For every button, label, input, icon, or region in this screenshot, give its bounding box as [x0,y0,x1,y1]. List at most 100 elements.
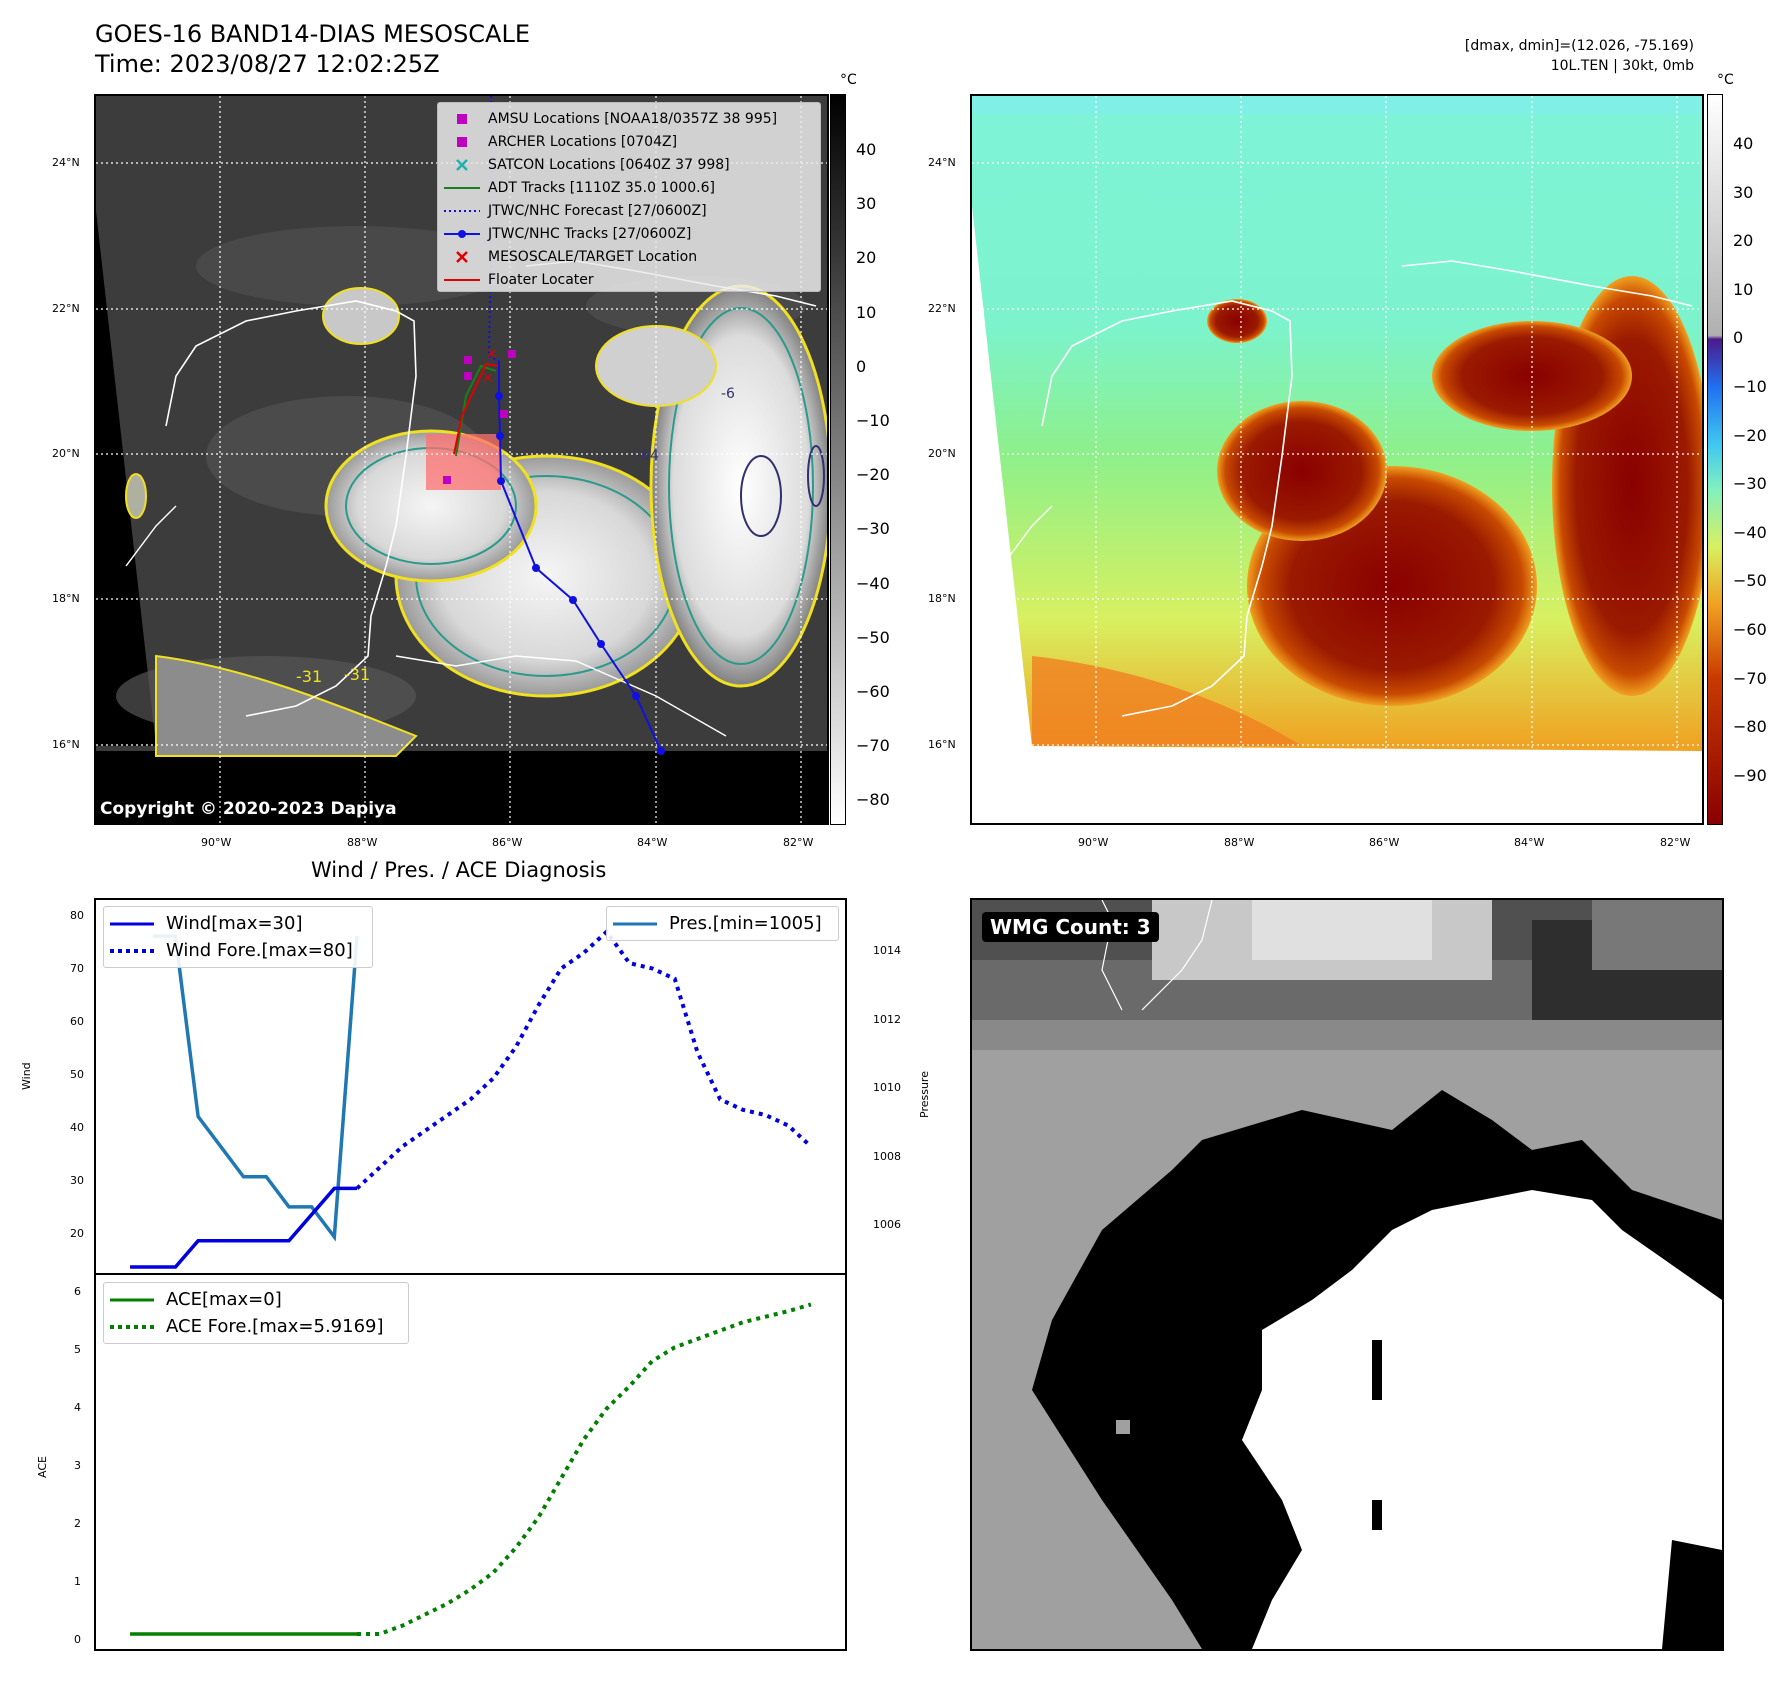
axis-tick-label: 20 [1733,231,1754,251]
colorbar-unit: °C [840,72,857,88]
svg-text:×: × [486,346,498,362]
axis-tick-label: 70 [70,962,84,975]
lat-label: 20°N [52,447,80,460]
lat-label: 18°N [52,592,80,605]
lat-label: 20°N [928,447,956,460]
ace-panel [94,1273,847,1651]
wmg-image [972,900,1722,1649]
axis-tick-label: 5 [74,1343,81,1356]
square-marker-icon [444,113,480,124]
legend-item: ARCHER Locations [0704Z] [444,130,814,153]
line-marker-icon [444,278,480,282]
pressure-axis-label: Pressure [918,1071,931,1118]
figure-time: Time: 2023/08/27 12:02:25Z [95,50,440,78]
lat-label: 16°N [928,738,956,751]
color-ir-map-image [972,96,1702,823]
x-marker-icon [444,158,480,171]
axis-tick-label: −60 [1733,620,1767,639]
solid-line-icon [110,921,158,927]
lat-label: 24°N [928,156,956,169]
solid-line-icon [613,921,661,927]
lon-label: 84°W [1514,836,1545,849]
dotted-line-icon [444,209,480,213]
lon-label: 90°W [1078,836,1109,849]
axis-tick-label: 1006 [873,1218,901,1231]
axis-tick-label: −80 [1733,717,1767,737]
line-dot-icon [444,229,480,239]
ace-legend: ACE[max=0] ACE Fore.[max=5.9169] [103,1282,409,1344]
lat-label: 22°N [928,302,956,315]
lon-label: 84°W [637,836,668,849]
legend-item: AMSU Locations [NOAA18/0357Z 38 995] [444,107,814,130]
ace-chart [130,1302,812,1636]
axis-tick-label: 50 [70,1068,84,1081]
axis-tick-label: 1014 [873,944,901,957]
wmg-panel: WMG Count: 3 [970,898,1724,1651]
color-ir-colorbar [1707,94,1723,825]
axis-tick-label: 60 [70,1015,84,1028]
legend-item: ACE[max=0] [110,1286,402,1313]
axis-tick-label: 40 [856,140,877,159]
contour-label: -31 [296,667,323,686]
contour-label: -64 [636,448,659,464]
axis-tick-label: −20 [1733,425,1767,445]
axis-tick-label: 80 [70,909,84,922]
wind-line [130,1186,358,1269]
legend-item: ACE Fore.[max=5.9169] [110,1313,402,1340]
axis-tick-label: 0 [74,1633,81,1646]
copyright-text: Copyright © 2020-2023 Dapiya [100,799,397,819]
dotted-line-icon [110,948,158,954]
axis-tick-label: −70 [856,736,890,756]
svg-text:×: × [482,370,494,386]
axis-tick-label: −30 [856,519,890,539]
ir-colorbar [830,94,846,825]
solid-line-icon [110,1297,158,1303]
wind-forecast-line [355,928,813,1190]
axis-tick-label: −10 [1733,377,1767,396]
pressure-legend: Pres.[min=1005] [606,906,839,941]
axis-tick-label: 30 [70,1174,84,1187]
axis-tick-label: 1008 [873,1149,901,1163]
axis-tick-label: −50 [1733,571,1767,591]
figure-title: GOES-16 BAND14-DIAS MESOSCALE [95,20,531,48]
contour-label: -31 [344,665,371,684]
axis-tick-label: −20 [856,465,890,485]
axis-tick-label: 20 [856,248,877,268]
axis-tick-label: 30 [856,194,877,214]
ace-forecast-line [357,1302,812,1636]
pressure-line [152,934,359,1242]
legend-item: Pres.[min=1005] [613,910,832,937]
axis-tick-label: 6 [74,1285,81,1298]
axis-tick-label: 40 [70,1121,84,1134]
axis-tick-label: −90 [1733,765,1767,785]
legend-item: Wind Fore.[max=80] [110,937,366,964]
lat-label: 16°N [52,738,80,751]
legend-item: MESOSCALE/TARGET Location [444,245,814,268]
lon-label: 82°W [783,836,814,849]
axis-tick-label: −60 [856,682,890,701]
axis-tick-label: −80 [856,790,890,810]
axis-tick-label: −40 [856,573,890,593]
axis-tick-label: −50 [856,627,890,647]
lon-label: 90°W [201,836,232,849]
axis-tick-label: 40 [1733,134,1754,153]
axis-tick-label: 20 [70,1227,84,1240]
colorbar-unit: °C [1717,72,1734,88]
axis-tick-label: −70 [1733,668,1767,688]
wind-axis-label: Wind [20,1062,33,1090]
axis-tick-label: 3 [74,1459,81,1472]
legend-item: SATCON Locations [0640Z 37 998] [444,153,814,176]
lon-label: 88°W [1224,836,1255,849]
map-legend: AMSU Locations [NOAA18/0357Z 38 995] ARC… [437,102,821,292]
legend-item: ADT Tracks [1110Z 35.0 1000.6] [444,176,814,199]
lat-label: 24°N [52,156,80,169]
axis-tick-label: 30 [1733,182,1754,202]
lon-label: 88°W [347,836,378,849]
axis-tick-label: 1012 [873,1012,901,1026]
square-marker-icon [444,136,480,147]
lat-label: 18°N [928,592,956,605]
storm-info-label: 10L.TEN | 30kt, 0mb [1550,58,1694,74]
lon-label: 82°W [1660,836,1691,849]
legend-item: JTWC/NHC Tracks [27/0600Z] [444,222,814,245]
legend-item: JTWC/NHC Forecast [27/0600Z] [444,199,814,222]
